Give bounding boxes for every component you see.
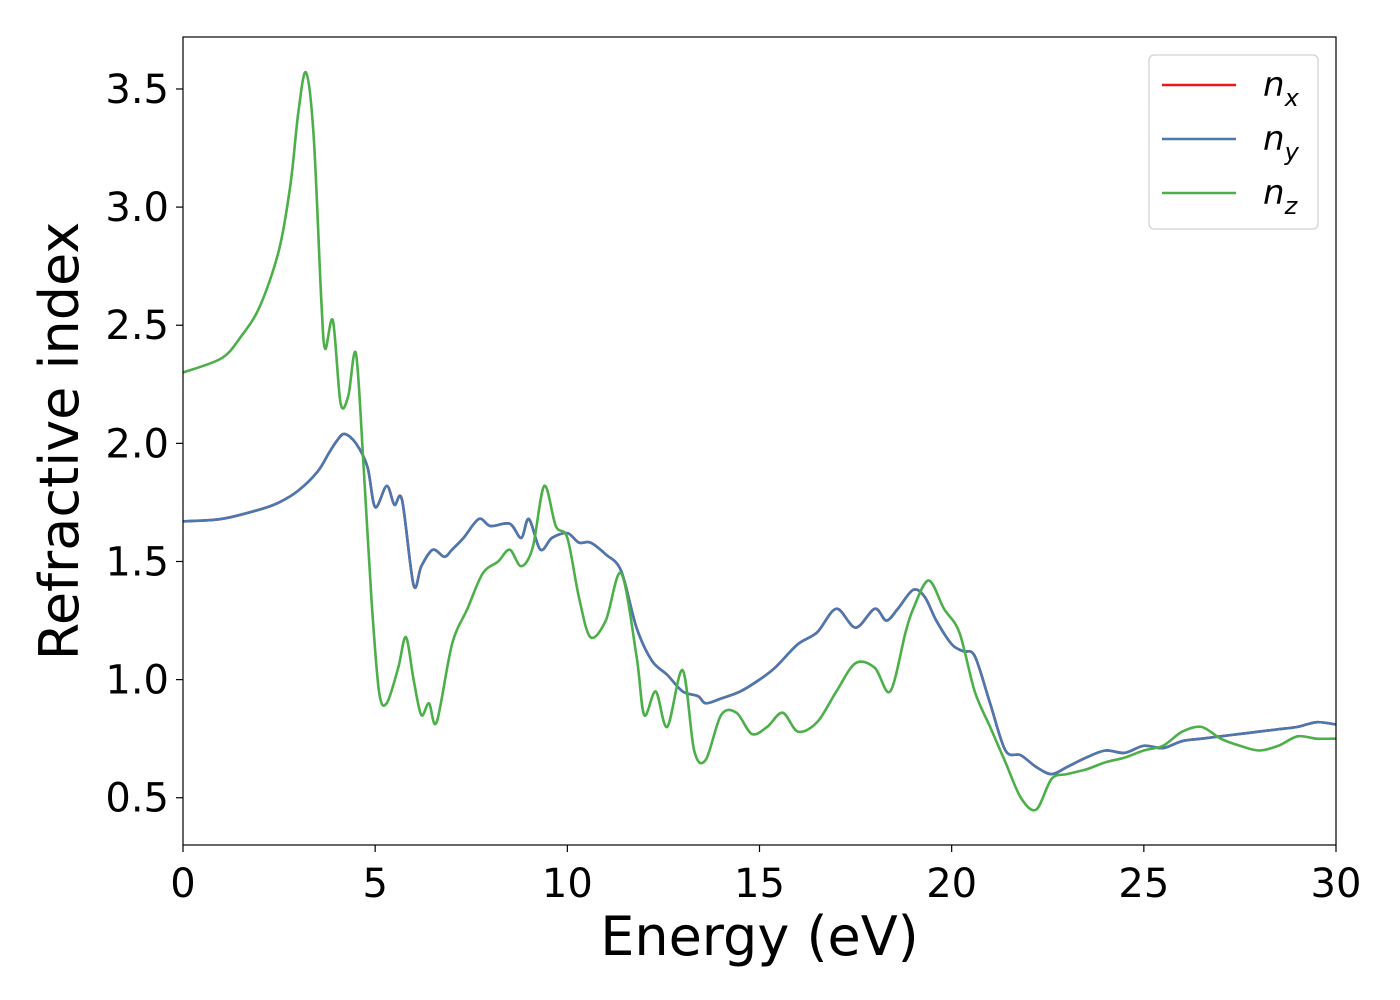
x-tick-label: 15 [734, 861, 785, 907]
y-axis: 0.5 1.0 1.5 2.0 2.5 3.0 3.5 [105, 67, 183, 822]
x-tick-label: 10 [542, 861, 593, 907]
y-tick-label: 2.0 [105, 421, 169, 467]
legend-label-base: n [1263, 173, 1285, 213]
y-tick-label: 3.0 [105, 185, 169, 231]
x-tick-label: 30 [1311, 861, 1362, 907]
plot-lines [183, 71, 1336, 812]
x-tick-label: 0 [170, 861, 195, 907]
legend-label-y: ny [1263, 119, 1300, 166]
legend-label-z: nz [1263, 173, 1299, 220]
y-axis-title: Refractive index [28, 222, 91, 661]
legend-box [1148, 54, 1319, 230]
x-tick-label: 25 [1118, 861, 1169, 907]
legend-label-x: nx [1263, 65, 1300, 112]
y-tick-label: 0.5 [105, 776, 169, 822]
legend-label-base: n [1263, 119, 1285, 159]
y-tick-label: 2.5 [105, 303, 169, 349]
x-axis-title: Energy (eV) [600, 905, 919, 968]
series-line-z [183, 71, 1336, 812]
y-tick-label: 1.5 [105, 539, 169, 585]
series-line-y [183, 432, 1336, 776]
legend-label-subscript: z [1284, 192, 1299, 220]
legend-label-subscript: x [1284, 84, 1300, 112]
x-tick-label: 20 [926, 861, 977, 907]
legend-label-base: n [1263, 65, 1285, 105]
x-tick-label: 5 [362, 861, 387, 907]
legend-label-subscript: y [1284, 138, 1300, 166]
y-tick-label: 3.5 [105, 67, 169, 113]
x-axis: 0 5 10 15 20 25 30 [170, 845, 1361, 907]
y-tick-label: 1.0 [105, 658, 169, 704]
